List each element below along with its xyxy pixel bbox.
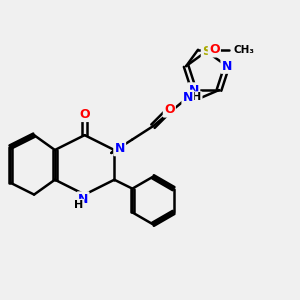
Text: N: N [189, 83, 199, 97]
Text: H: H [74, 200, 83, 210]
Text: O: O [79, 108, 90, 121]
Text: N: N [78, 193, 88, 206]
Text: N: N [222, 60, 232, 73]
Text: N: N [115, 142, 125, 155]
Text: CH₃: CH₃ [234, 45, 255, 55]
Text: O: O [164, 103, 175, 116]
Text: S: S [202, 45, 211, 58]
Text: O: O [209, 43, 220, 56]
Text: N: N [183, 91, 193, 104]
Text: H: H [192, 92, 201, 103]
